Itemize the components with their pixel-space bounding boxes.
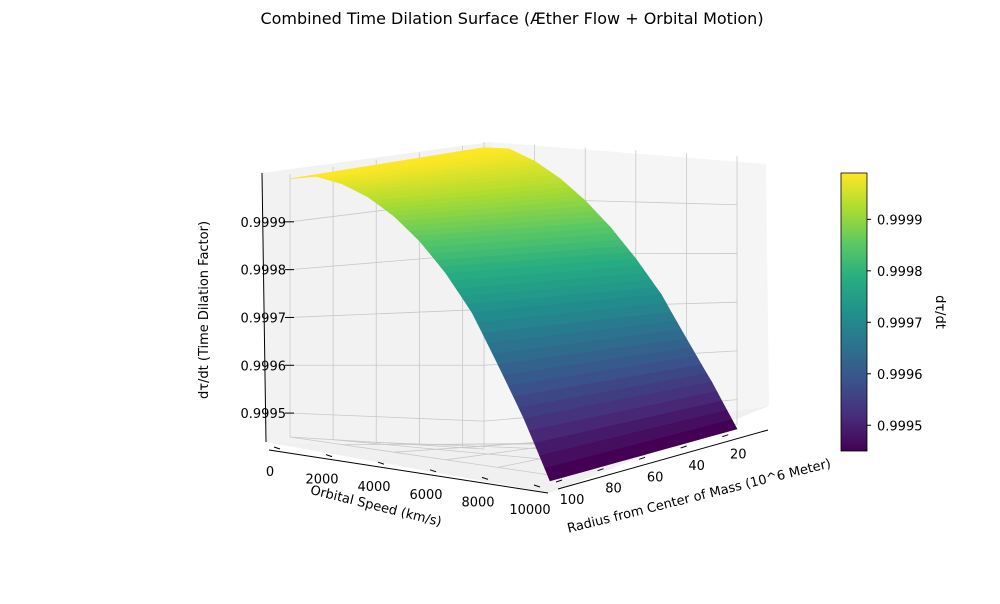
z-tick-label: 0.9998	[241, 264, 287, 279]
colorbar-tick-label: 0.9997	[877, 316, 923, 331]
x-tick	[481, 476, 489, 480]
x-tick	[533, 484, 541, 488]
colorbar-tick-label: 0.9998	[877, 265, 923, 280]
grid-line	[289, 412, 485, 422]
z-tick-label: 0.9999	[241, 216, 287, 231]
surface-patch	[712, 419, 738, 435]
z-tick-label: 0.9997	[241, 311, 287, 326]
grid-line	[341, 443, 535, 446]
y-tick-label: 40	[688, 459, 705, 474]
y-axis-line	[557, 429, 769, 490]
x-tick	[377, 461, 385, 465]
colorbar: 0.9995 0.9996 0.9997 0.9998 0.9999 dτ/dt	[840, 172, 947, 452]
x-axis-line	[268, 449, 549, 494]
z-axis-line	[261, 172, 267, 443]
x-tick	[273, 446, 281, 450]
x-tick-label: 2000	[305, 473, 338, 488]
y-tick-label: 60	[647, 470, 664, 485]
chart-title: Combined Time Dilation Surface (Æther Fl…	[260, 9, 763, 28]
y-tick-label: 100	[560, 493, 585, 508]
x-tick-label: 0	[266, 465, 274, 480]
colorbar-gradient	[840, 172, 868, 452]
grid-line	[289, 436, 551, 476]
x-tick-label: 6000	[409, 488, 442, 503]
plot-3d: 0.9995 0.9996 0.9997 0.9998 0.9999 0 2000 4000 6…	[241, 142, 769, 518]
z-tick-label: 0.9995	[241, 407, 287, 422]
y-tick	[555, 479, 563, 483]
x-tick-label: 4000	[357, 480, 390, 495]
colorbar-tick-label: 0.9996	[877, 368, 923, 383]
z-tick-label: 0.9996	[241, 359, 287, 374]
colorbar-ticks: 0.9995 0.9996 0.9997 0.9998 0.9999	[867, 213, 923, 434]
colorbar-label: dτ/dt	[932, 295, 947, 329]
axes: 0.9995 0.9996 0.9997 0.9998 0.9999 0 2000 4000 6…	[241, 172, 769, 518]
x-tick-label: 8000	[461, 495, 494, 510]
grid-line	[289, 309, 485, 318]
y-tick-label: 80	[605, 482, 622, 497]
colorbar-tick-label: 0.9999	[877, 213, 923, 228]
x-tick	[429, 469, 437, 473]
y-tick	[722, 434, 729, 438]
x-tick	[325, 454, 333, 458]
surface	[289, 147, 738, 482]
z-axis-label: dτ/dt (Time Dilation Factor)	[197, 221, 212, 399]
colorbar-tick-label: 0.9995	[877, 419, 923, 434]
x-tick-label: 10000	[509, 503, 550, 518]
y-tick	[638, 456, 646, 460]
y-tick	[597, 468, 604, 472]
y-tick-label: 20	[730, 448, 747, 463]
y-tick	[680, 445, 687, 449]
